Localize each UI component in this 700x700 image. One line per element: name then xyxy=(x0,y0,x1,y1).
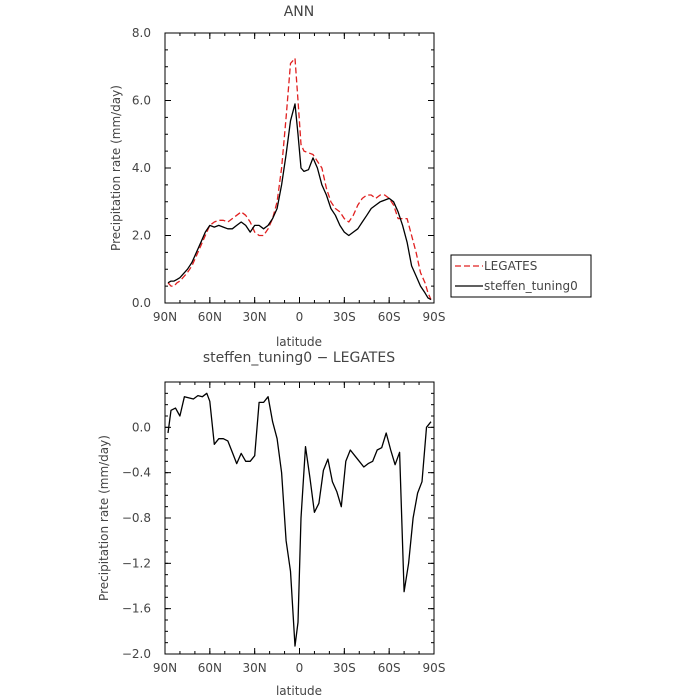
bottom-panel-ylabel: Precipitation rate (mm/day) xyxy=(97,435,111,601)
top-panel-series-line-legates xyxy=(167,57,432,300)
top-panel-x-tick-label: 0 xyxy=(296,310,304,324)
bottom-panel-x-tick-label: 30N xyxy=(243,661,267,675)
legend-box xyxy=(450,254,592,298)
top-panel-x-tick-label: 90S xyxy=(423,310,446,324)
bottom-panel-y-tick-label: −2.0 xyxy=(122,647,151,661)
top-panel-y-tick-label: 6.0 xyxy=(132,94,151,108)
top-panel-ylabel: Precipitation rate (mm/day) xyxy=(109,85,123,251)
top-panel-x-tick-label: 60S xyxy=(378,310,401,324)
top-panel-x-tick-label: 30S xyxy=(333,310,356,324)
bottom-panel-x-tick-label: 90N xyxy=(153,661,177,675)
bottom-panel-y-tick-label: 0.0 xyxy=(132,420,151,434)
top-panel-y-tick-label: 8.0 xyxy=(132,26,151,40)
top-panel-y-tick-label: 2.0 xyxy=(132,229,151,243)
legend-label-legates: LEGATES xyxy=(484,259,537,273)
bottom-panel-y-tick-label: −1.6 xyxy=(122,602,151,616)
bottom-panel-x-tick-label: 60N xyxy=(198,661,222,675)
bottom-panel-y-tick-label: −1.2 xyxy=(122,556,151,570)
top-panel: ANN Precipitation rate (mm/day) latitude… xyxy=(109,4,445,349)
top-panel-y-tick-label: 4.0 xyxy=(132,161,151,175)
bottom-panel-y-tick-label: −0.8 xyxy=(122,511,151,525)
bottom-panel-x-tick-label: 0 xyxy=(296,661,304,675)
bottom-panel-series-line-difference xyxy=(167,392,432,647)
bottom-panel-title: steffen_tuning0 − LEGATES xyxy=(203,350,395,366)
top-panel-series-line-steffen-tuning0 xyxy=(167,103,432,301)
bottom-panel: steffen_tuning0 − LEGATES Precipitation … xyxy=(97,350,445,698)
top-panel-xlabel: latitude xyxy=(276,335,322,349)
top-panel-y-tick-label: 0.0 xyxy=(132,296,151,310)
bottom-panel-xlabel: latitude xyxy=(276,684,322,698)
top-panel-title: ANN xyxy=(284,4,315,20)
bottom-panel-y-tick-label: −0.4 xyxy=(122,466,151,480)
top-panel-x-tick-label: 90N xyxy=(153,310,177,324)
top-panel-x-tick-label: 60N xyxy=(198,310,222,324)
bottom-panel-x-tick-label: 60S xyxy=(378,661,401,675)
bottom-panel-x-tick-label: 90S xyxy=(423,661,446,675)
bottom-panel-x-tick-label: 30S xyxy=(333,661,356,675)
top-panel-x-tick-label: 30N xyxy=(243,310,267,324)
legend-label-steffen-tuning0: steffen_tuning0 xyxy=(484,279,578,293)
legend: LEGATES steffen_tuning0 xyxy=(450,254,592,298)
